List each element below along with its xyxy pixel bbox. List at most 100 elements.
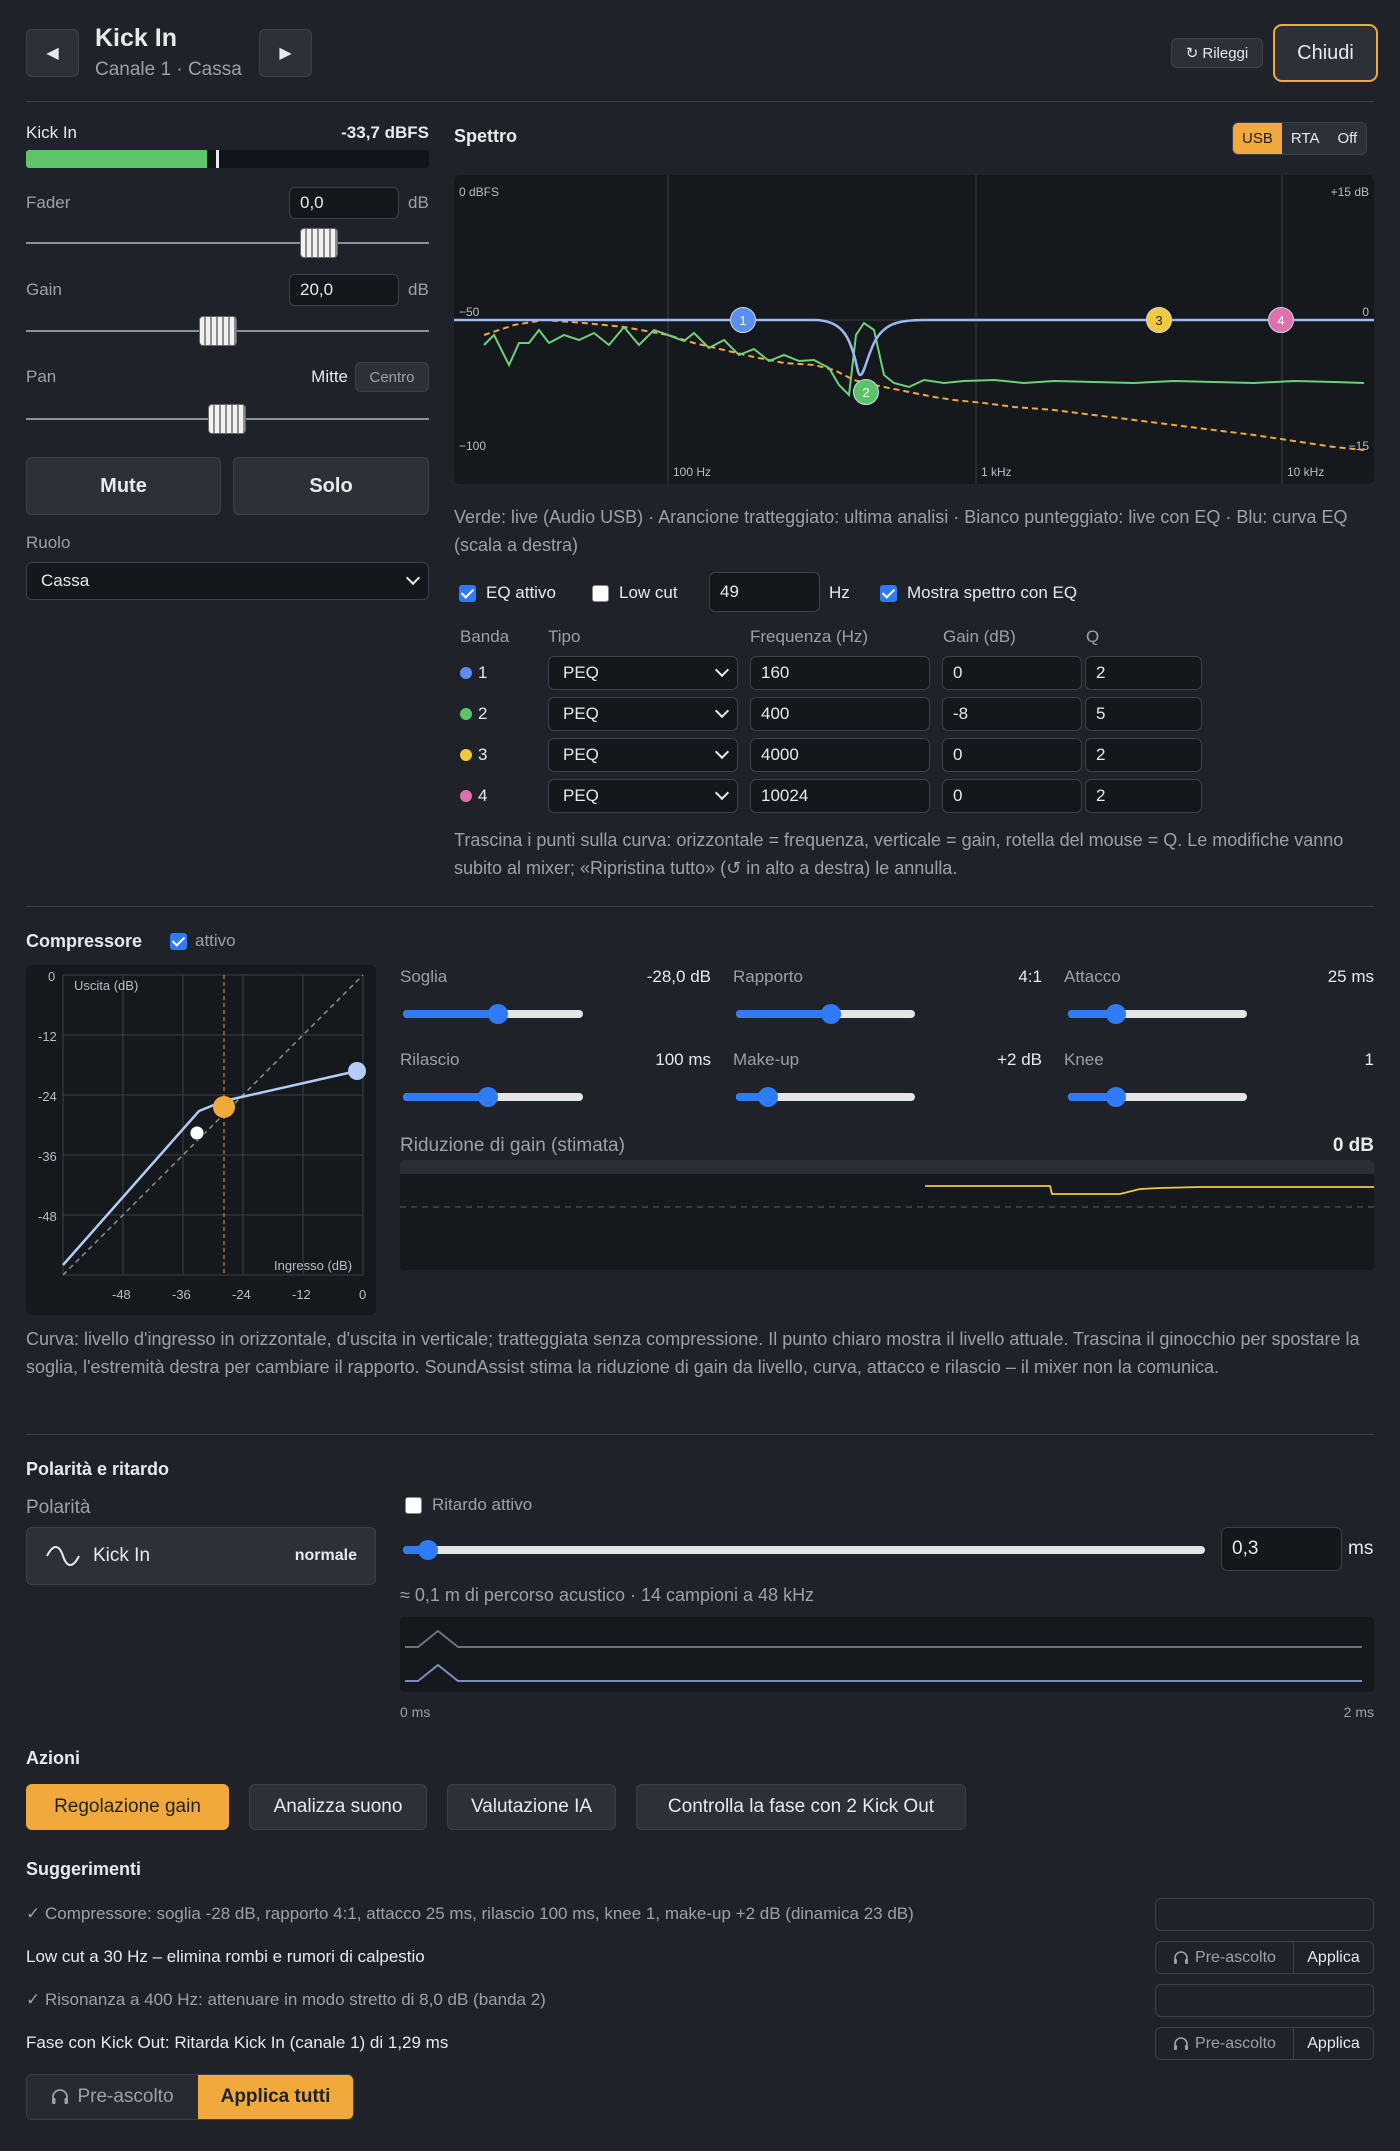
suggestion-done-placeholder xyxy=(1155,1898,1374,1931)
mode-usb[interactable]: USB xyxy=(1233,123,1282,154)
band-type-select[interactable]: PEQ xyxy=(548,738,738,772)
gain-adjust-button[interactable]: Regolazione gain xyxy=(26,1784,229,1830)
compressor-active-toggle[interactable]: attivo xyxy=(170,931,236,951)
apply-all-button[interactable]: Applica tutti xyxy=(198,2075,353,2119)
makeup-slider[interactable] xyxy=(736,1087,915,1107)
ratio-handle[interactable] xyxy=(348,1062,366,1080)
threshold-slider[interactable] xyxy=(403,1004,583,1024)
bulk-actions: Pre-ascolto Applica tutti xyxy=(26,2074,354,2120)
compressor-active-checkbox[interactable] xyxy=(170,932,187,950)
analysis-curve xyxy=(483,318,1365,451)
comp-y-tick: -12 xyxy=(38,1029,57,1044)
fader-handle[interactable] xyxy=(300,228,338,258)
eq-active-checkbox[interactable] xyxy=(459,584,476,602)
show-eq-spectrum-checkbox[interactable] xyxy=(880,584,897,602)
fader-value-input[interactable]: 0,0 xyxy=(289,187,399,219)
eq-band-point-4[interactable]: 4 xyxy=(1268,307,1294,333)
prev-channel-button[interactable]: ◀ xyxy=(26,29,79,77)
delay-unit: ms xyxy=(1348,1538,1374,1559)
eq-active-toggle[interactable]: EQ attivo xyxy=(459,583,556,603)
band-freq-input[interactable]: 400 xyxy=(750,697,930,731)
band-freq-input[interactable]: 160 xyxy=(750,656,930,690)
knee-slider[interactable] xyxy=(1068,1087,1247,1107)
low-cut-freq-input[interactable]: 49 xyxy=(709,572,820,612)
gain-handle[interactable] xyxy=(199,316,237,346)
comp-x-tick: -36 xyxy=(172,1287,191,1302)
preview-label: Pre-ascolto xyxy=(1195,1948,1276,1966)
preview-button[interactable]: Pre-ascolto xyxy=(1156,1942,1294,1973)
band-gain-input[interactable]: -8 xyxy=(942,697,1082,731)
pan-center-button[interactable]: Centro xyxy=(355,362,429,392)
next-channel-button[interactable]: ▶ xyxy=(259,29,312,77)
attack-slider[interactable] xyxy=(1068,1004,1247,1024)
low-cut-label: Low cut xyxy=(619,583,678,602)
apply-label: Applica xyxy=(1307,1948,1360,1966)
suggestions-title: Suggerimenti xyxy=(26,1859,142,1879)
spectrum-label-mid-right: 0 xyxy=(1362,305,1369,319)
header-divider xyxy=(26,101,1374,102)
band-gain-input[interactable]: 0 xyxy=(942,656,1082,690)
gain-value-input[interactable]: 20,0 xyxy=(289,274,399,306)
spectrum-graph[interactable]: 0 dBFS +15 dB −50 0 −100 −15 100 Hz 1 kH… xyxy=(454,175,1374,484)
preview-all-button[interactable]: Pre-ascolto xyxy=(27,2075,198,2119)
band-type-select[interactable]: PEQ xyxy=(548,656,738,690)
band-q-input[interactable]: 2 xyxy=(1085,738,1202,772)
low-cut-toggle[interactable]: Low cut xyxy=(592,583,678,603)
phase-check-button[interactable]: Controlla la fase con 2 Kick Out xyxy=(636,1784,966,1830)
threshold-label: Soglia xyxy=(400,967,448,986)
band-freq-input[interactable]: 4000 xyxy=(750,738,930,772)
role-select[interactable]: Cassa xyxy=(26,562,429,600)
band-q-input[interactable]: 5 xyxy=(1085,697,1202,731)
delay-value-input[interactable]: 0,3 xyxy=(1221,1527,1342,1571)
pan-handle[interactable] xyxy=(208,404,246,434)
band-color-dot xyxy=(460,708,472,720)
band-q-input[interactable]: 2 xyxy=(1085,779,1202,813)
mode-off[interactable]: Off xyxy=(1328,123,1367,154)
ai-evaluation-button[interactable]: Valutazione IA xyxy=(447,1784,616,1830)
mode-rta[interactable]: RTA xyxy=(1281,123,1329,154)
reload-button[interactable]: ↻ Rileggi xyxy=(1171,38,1263,68)
delay-active-checkbox[interactable] xyxy=(405,1496,422,1514)
analyze-sound-button[interactable]: Analizza suono xyxy=(249,1784,427,1830)
eq-row-1: 1 PEQ 160 0 2 xyxy=(460,656,1205,690)
band-type-select[interactable]: PEQ xyxy=(548,697,738,731)
mute-button[interactable]: Mute xyxy=(26,457,221,515)
band-point-label: 4 xyxy=(1277,312,1285,328)
solo-button[interactable]: Solo xyxy=(233,457,429,515)
release-value: 100 ms xyxy=(655,1050,711,1069)
spectrum-mode-selector[interactable]: USB RTA Off xyxy=(1232,122,1368,155)
eq-band-point-3[interactable]: 3 xyxy=(1146,307,1172,333)
polarity-title: Polarità e ritardo xyxy=(26,1459,170,1479)
band-gain-input[interactable]: 0 xyxy=(942,738,1082,772)
eq-band-point-1[interactable]: 1 xyxy=(730,307,756,333)
eq-curve xyxy=(454,318,1374,377)
compressor-curve-svg xyxy=(62,974,366,1276)
ratio-slider[interactable] xyxy=(736,1004,915,1024)
apply-button[interactable]: Applica xyxy=(1294,2028,1373,2059)
eq-col-band: Banda xyxy=(460,627,510,646)
unity-line xyxy=(62,974,364,1276)
band-type-select[interactable]: PEQ xyxy=(548,779,738,813)
band-q-input[interactable]: 2 xyxy=(1085,656,1202,690)
band-number: 3 xyxy=(478,745,488,764)
polarity-toggle-button[interactable]: Kick In normale xyxy=(26,1527,376,1585)
delay-slider[interactable] xyxy=(403,1540,1205,1560)
eq-band-point-2[interactable]: 2 xyxy=(853,379,879,405)
delay-active-toggle[interactable]: Ritardo attivo xyxy=(405,1495,532,1515)
preview-button[interactable]: Pre-ascolto xyxy=(1156,2028,1294,2059)
chevron-down-icon xyxy=(714,703,730,719)
low-cut-checkbox[interactable] xyxy=(592,584,609,602)
compressor-curve-graph[interactable]: Uscita (dB) Ingresso (dB) 0 -12 -24 -36 … xyxy=(26,965,376,1315)
show-eq-spectrum-toggle[interactable]: Mostra spettro con EQ xyxy=(880,583,1077,603)
headphones-icon xyxy=(52,2089,69,2104)
gain-label: Gain xyxy=(26,280,62,299)
apply-button[interactable]: Applica xyxy=(1294,1942,1373,1973)
band-freq-input[interactable]: 10024 xyxy=(750,779,930,813)
close-button[interactable]: Chiudi xyxy=(1273,24,1378,82)
band-gain-input[interactable]: 0 xyxy=(942,779,1082,813)
channel-subtitle: Canale 1 · Cassa xyxy=(95,59,242,80)
knee-handle[interactable] xyxy=(213,1096,235,1118)
release-slider[interactable] xyxy=(403,1087,583,1107)
solo-label: Solo xyxy=(309,474,353,497)
compression-curve xyxy=(62,1069,358,1266)
